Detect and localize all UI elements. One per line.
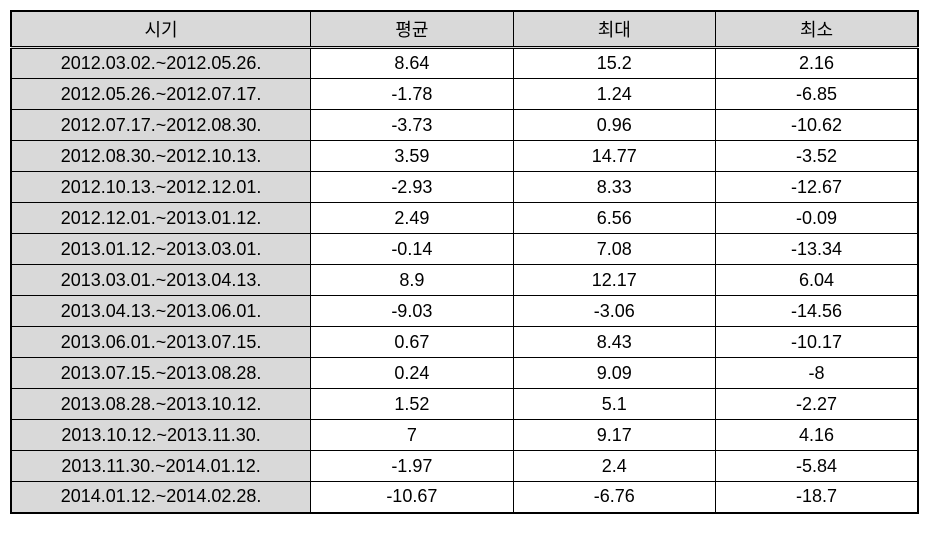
cell-avg: 2.49: [311, 203, 513, 234]
cell-avg: -2.93: [311, 172, 513, 203]
table-row: 2013.06.01.~2013.07.15. 0.67 8.43 -10.17: [11, 327, 918, 358]
cell-avg: -1.78: [311, 79, 513, 110]
cell-min: -2.27: [716, 389, 918, 420]
cell-period: 2012.05.26.~2012.07.17.: [11, 79, 311, 110]
cell-max: 0.96: [513, 110, 715, 141]
cell-period: 2013.03.01.~2013.04.13.: [11, 265, 311, 296]
cell-max: 1.24: [513, 79, 715, 110]
header-max: 최대: [513, 11, 715, 48]
cell-min: -6.85: [716, 79, 918, 110]
cell-min: -3.52: [716, 141, 918, 172]
cell-avg: 0.24: [311, 358, 513, 389]
cell-max: 9.17: [513, 420, 715, 451]
cell-avg: -0.14: [311, 234, 513, 265]
table-row: 2012.07.17.~2012.08.30. -3.73 0.96 -10.6…: [11, 110, 918, 141]
cell-min: -14.56: [716, 296, 918, 327]
cell-avg: -1.97: [311, 451, 513, 482]
cell-period: 2012.10.13.~2012.12.01.: [11, 172, 311, 203]
table-row: 2013.01.12.~2013.03.01. -0.14 7.08 -13.3…: [11, 234, 918, 265]
cell-period: 2012.12.01.~2013.01.12.: [11, 203, 311, 234]
cell-avg: 0.67: [311, 327, 513, 358]
header-period: 시기: [11, 11, 311, 48]
cell-min: 2.16: [716, 48, 918, 79]
table-row: 2013.11.30.~2014.01.12. -1.97 2.4 -5.84: [11, 451, 918, 482]
cell-max: 2.4: [513, 451, 715, 482]
cell-max: -3.06: [513, 296, 715, 327]
header-min: 최소: [716, 11, 918, 48]
cell-min: -10.62: [716, 110, 918, 141]
cell-min: -0.09: [716, 203, 918, 234]
cell-period: 2013.04.13.~2013.06.01.: [11, 296, 311, 327]
cell-max: -6.76: [513, 482, 715, 513]
cell-min: -10.17: [716, 327, 918, 358]
cell-period: 2012.08.30.~2012.10.13.: [11, 141, 311, 172]
cell-period: 2013.11.30.~2014.01.12.: [11, 451, 311, 482]
cell-period: 2012.07.17.~2012.08.30.: [11, 110, 311, 141]
cell-max: 15.2: [513, 48, 715, 79]
table-header: 시기 평균 최대 최소: [11, 11, 918, 48]
table-row: 2014.01.12.~2014.02.28. -10.67 -6.76 -18…: [11, 482, 918, 513]
cell-period: 2013.08.28.~2013.10.12.: [11, 389, 311, 420]
cell-period: 2013.06.01.~2013.07.15.: [11, 327, 311, 358]
header-row: 시기 평균 최대 최소: [11, 11, 918, 48]
table-row: 2012.08.30.~2012.10.13. 3.59 14.77 -3.52: [11, 141, 918, 172]
cell-min: -12.67: [716, 172, 918, 203]
cell-avg: 3.59: [311, 141, 513, 172]
table-row: 2013.04.13.~2013.06.01. -9.03 -3.06 -14.…: [11, 296, 918, 327]
cell-max: 12.17: [513, 265, 715, 296]
cell-min: -18.7: [716, 482, 918, 513]
cell-min: -13.34: [716, 234, 918, 265]
cell-avg: 8.9: [311, 265, 513, 296]
table-row: 2013.03.01.~2013.04.13. 8.9 12.17 6.04: [11, 265, 918, 296]
table-row: 2013.10.12.~2013.11.30. 7 9.17 4.16: [11, 420, 918, 451]
cell-period: 2013.10.12.~2013.11.30.: [11, 420, 311, 451]
cell-max: 6.56: [513, 203, 715, 234]
cell-min: -8: [716, 358, 918, 389]
cell-max: 9.09: [513, 358, 715, 389]
cell-period: 2013.01.12.~2013.03.01.: [11, 234, 311, 265]
table-row: 2012.10.13.~2012.12.01. -2.93 8.33 -12.6…: [11, 172, 918, 203]
cell-min: 6.04: [716, 265, 918, 296]
cell-period: 2012.03.02.~2012.05.26.: [11, 48, 311, 79]
table-row: 2013.07.15.~2013.08.28. 0.24 9.09 -8: [11, 358, 918, 389]
table-row: 2012.12.01.~2013.01.12. 2.49 6.56 -0.09: [11, 203, 918, 234]
cell-avg: 1.52: [311, 389, 513, 420]
data-table: 시기 평균 최대 최소 2012.03.02.~2012.05.26. 8.64…: [10, 10, 919, 514]
header-avg: 평균: [311, 11, 513, 48]
table-body: 2012.03.02.~2012.05.26. 8.64 15.2 2.16 2…: [11, 48, 918, 513]
cell-period: 2014.01.12.~2014.02.28.: [11, 482, 311, 513]
table-row: 2012.05.26.~2012.07.17. -1.78 1.24 -6.85: [11, 79, 918, 110]
cell-min: -5.84: [716, 451, 918, 482]
cell-avg: -9.03: [311, 296, 513, 327]
table-row: 2012.03.02.~2012.05.26. 8.64 15.2 2.16: [11, 48, 918, 79]
cell-max: 7.08: [513, 234, 715, 265]
table-row: 2013.08.28.~2013.10.12. 1.52 5.1 -2.27: [11, 389, 918, 420]
cell-min: 4.16: [716, 420, 918, 451]
cell-avg: -10.67: [311, 482, 513, 513]
cell-avg: 8.64: [311, 48, 513, 79]
cell-avg: -3.73: [311, 110, 513, 141]
cell-max: 8.43: [513, 327, 715, 358]
cell-avg: 7: [311, 420, 513, 451]
cell-max: 8.33: [513, 172, 715, 203]
cell-max: 5.1: [513, 389, 715, 420]
cell-max: 14.77: [513, 141, 715, 172]
cell-period: 2013.07.15.~2013.08.28.: [11, 358, 311, 389]
data-table-wrapper: 시기 평균 최대 최소 2012.03.02.~2012.05.26. 8.64…: [10, 10, 919, 514]
